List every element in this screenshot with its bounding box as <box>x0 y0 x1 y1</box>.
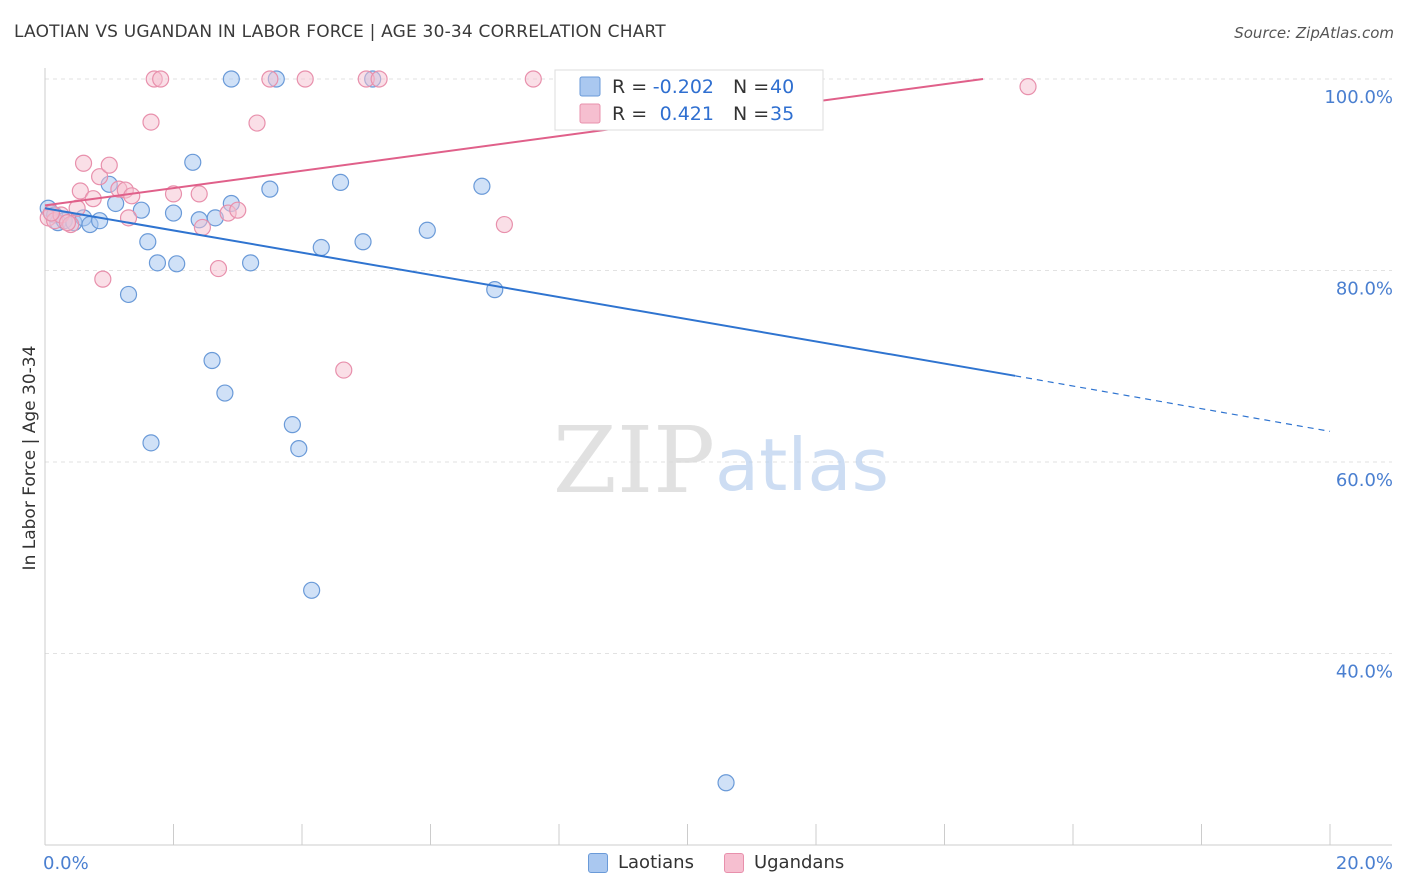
ugandans-point <box>1019 78 1037 96</box>
legend-swatch-ugandans <box>579 103 601 124</box>
ugandans-point <box>261 70 279 88</box>
ugandans-point <box>152 70 170 88</box>
laotians-point <box>354 233 372 251</box>
legend-r-value-2: 0.421 <box>660 103 714 125</box>
x-tick-label-min: 0.0% <box>43 853 89 874</box>
ugandans-point <box>524 70 542 88</box>
chart-title: LAOTIAN VS UGANDAN IN LABOR FORCE | AGE … <box>14 22 666 42</box>
legend-n-value-2: 35 <box>770 103 794 125</box>
ugandans-point <box>495 215 513 234</box>
laotians-trend-extension <box>1015 375 1331 432</box>
bottom-legend: Laotians Ugandans <box>588 852 844 873</box>
x-tick-labels: 0.0% 20.0% <box>43 853 1393 874</box>
laotians-point <box>91 212 109 230</box>
legend-swatch-laotians <box>579 76 601 97</box>
laotians-point <box>303 581 321 599</box>
ugandans-point <box>229 201 247 219</box>
laotians-point <box>184 153 202 171</box>
x-tick-label-max: 20.0% <box>1336 853 1393 874</box>
ugandans-point <box>248 114 266 132</box>
ugandans-point <box>296 70 314 88</box>
laotians-point <box>148 254 167 272</box>
ugandans-point <box>164 185 183 203</box>
ugandans-point <box>370 70 388 88</box>
source-credit: Source: ZipAtlas.com <box>1234 24 1394 42</box>
y-tick-label-40: 40.0% <box>1336 662 1393 683</box>
ugandans-point <box>58 214 77 232</box>
y-tick-label-60: 60.0% <box>1336 470 1393 491</box>
laotians-point <box>142 434 160 452</box>
laotians-point <box>283 416 301 434</box>
ugandans-points <box>39 70 1037 379</box>
laotians-point <box>473 177 491 195</box>
legend-r-label-2: R = <box>612 103 647 125</box>
laotians-point <box>107 194 125 213</box>
laotians-point <box>164 204 183 222</box>
y-tick-labels: 40.0% 60.0% 80.0% 100.0% <box>1324 87 1393 683</box>
ugandans-point <box>71 182 89 200</box>
ugandans-trend-line <box>44 78 984 207</box>
ugandans-point <box>100 156 118 174</box>
legend-item-laotians: Laotians <box>588 852 694 873</box>
watermark-atlas: atlas <box>715 423 889 507</box>
legend-n-value-1: 40 <box>770 76 794 98</box>
laotians-point <box>216 384 234 402</box>
legend-label-ugandans: Ugandans <box>753 852 845 873</box>
legend-r-value-1: -0.202 <box>653 76 714 98</box>
laotians-point <box>139 233 157 251</box>
legend-label-laotians: Laotians <box>618 852 694 873</box>
legend-item-ugandans: Ugandans <box>723 852 845 873</box>
ugandans-point <box>142 113 160 131</box>
laotians-point <box>290 439 308 458</box>
laotians-point <box>119 285 138 304</box>
ugandans-point <box>91 168 109 186</box>
laotians-point <box>312 238 330 257</box>
legend-r-label-1: R = <box>612 76 647 98</box>
laotians-point <box>222 70 240 88</box>
laotians-point <box>203 351 221 370</box>
legend-n-label-1: N = <box>733 76 769 98</box>
ugandans-point <box>123 187 141 205</box>
ugandans-point <box>193 218 212 237</box>
ugandans-point <box>94 270 112 288</box>
legend-swatch-ugandans-bottom <box>723 852 744 873</box>
ugandans-point <box>74 154 93 172</box>
ugandans-point <box>209 259 228 278</box>
laotians-trend-line <box>44 207 1016 377</box>
ugandans-point <box>335 361 353 379</box>
laotians-point <box>261 180 279 198</box>
stats-legend: R = -0.202 N = 40 R = 0.421 N = 35 <box>554 69 824 131</box>
laotians-point <box>717 774 735 792</box>
axes <box>44 68 1392 846</box>
y-tick-label-100: 100.0% <box>1324 87 1393 108</box>
laotians-point <box>331 173 350 192</box>
watermark-zip: ZIP <box>553 407 715 514</box>
y-tick-label-80: 80.0% <box>1336 279 1393 300</box>
ugandans-point <box>190 185 208 203</box>
laotians-point <box>418 221 436 239</box>
laotians-point <box>168 255 186 273</box>
laotians-point <box>132 201 150 219</box>
grid-lines <box>45 78 1392 654</box>
laotians-point <box>242 254 260 272</box>
legend-n-label-2: N = <box>733 103 769 125</box>
legend-swatch-laotians-bottom <box>588 852 608 873</box>
trend-lines <box>44 78 1331 432</box>
